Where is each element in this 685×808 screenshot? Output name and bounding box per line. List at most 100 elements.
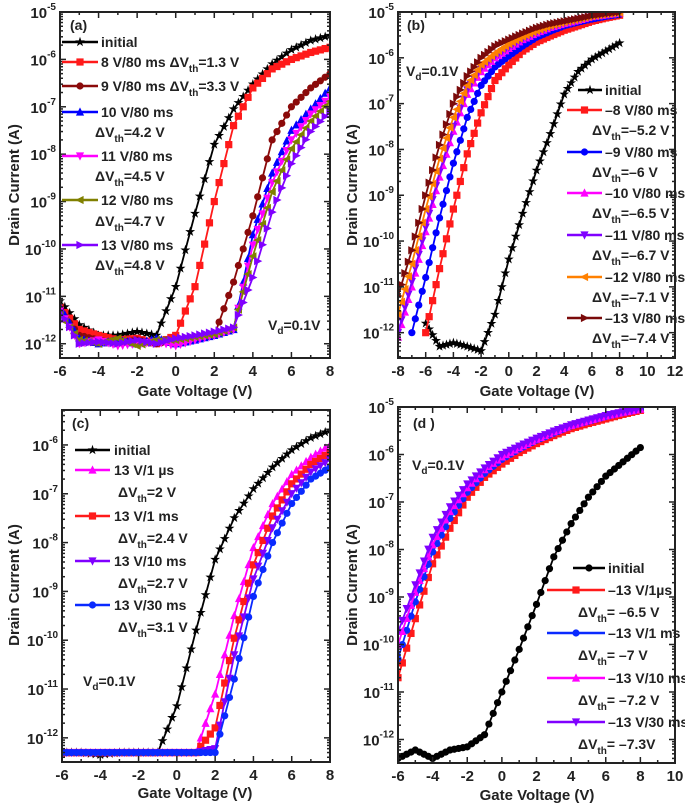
interpolated-marker <box>296 114 306 124</box>
interpolated-marker <box>460 164 468 172</box>
legend-label: initial <box>101 34 138 50</box>
data-point-marker <box>229 122 238 130</box>
tick-base: 10 <box>368 495 385 512</box>
delta-v-subscript: th <box>137 494 146 505</box>
interpolated-marker <box>506 667 515 675</box>
interpolated-marker <box>185 226 196 236</box>
interpolated-marker <box>301 473 311 482</box>
interpolated-marker <box>297 93 305 101</box>
x-axis-title: Gate Voltage (V) <box>480 383 595 400</box>
interpolated-marker <box>485 470 493 478</box>
x-axis: -6 -4 -2 0 2 4 6 8 <box>53 12 334 380</box>
data-point-marker <box>446 524 454 532</box>
x-tick-label: -6 <box>391 768 404 785</box>
delta-v-value: =–6 V <box>621 164 659 180</box>
interpolated-marker <box>404 290 413 300</box>
interpolated-marker <box>483 327 493 337</box>
interpolated-marker <box>502 457 510 465</box>
interpolated-marker <box>292 98 300 106</box>
interpolated-marker <box>167 712 178 722</box>
legend-marker <box>75 36 85 47</box>
legend-label: 13 V/30 ms <box>114 597 187 613</box>
interpolated-marker <box>576 63 587 73</box>
interpolated-marker <box>511 451 519 460</box>
interpolated-marker <box>176 681 187 692</box>
interpolated-marker <box>218 121 229 131</box>
interpolated-marker <box>292 475 301 483</box>
delta-v-value: =2.7 V <box>147 575 189 591</box>
interpolated-marker <box>90 330 98 338</box>
interpolated-marker <box>196 330 205 339</box>
delta-v-value: = –6.5 V <box>607 604 660 620</box>
interpolated-marker <box>597 47 608 58</box>
tick-base: 10 <box>363 685 380 702</box>
y-axis-title: Drain Current (A) <box>6 124 23 246</box>
interpolated-marker <box>562 83 573 93</box>
interpolated-marker <box>162 724 173 734</box>
data-point-marker <box>462 81 471 90</box>
legend-label: –13 V/10 ms <box>608 670 685 686</box>
interpolated-marker <box>201 329 210 338</box>
tick-base: 10 <box>32 438 49 455</box>
interpolated-marker <box>403 272 412 281</box>
data-point-marker <box>573 66 583 76</box>
interpolated-marker <box>580 60 590 70</box>
interpolated-marker <box>291 42 302 52</box>
tick-base: 10 <box>363 732 380 749</box>
delta-v-subscript: th <box>114 134 123 145</box>
x-tick-label: -4 <box>447 363 461 380</box>
x-tick-label: 4 <box>249 363 258 380</box>
delta-v-prefix: ΔV <box>170 54 190 70</box>
interpolated-marker <box>535 155 545 166</box>
interpolated-marker <box>441 339 452 349</box>
y-tick-label: 10-10 <box>25 239 57 259</box>
data-point-marker <box>491 76 499 85</box>
series-0 <box>60 30 330 340</box>
interpolated-marker <box>296 438 307 449</box>
interpolated-marker <box>444 338 455 348</box>
interpolated-marker <box>262 467 273 477</box>
interpolated-marker <box>466 76 475 85</box>
legend-marker <box>88 512 97 520</box>
interpolated-marker <box>528 612 536 620</box>
interpolated-marker <box>519 634 528 642</box>
tick-exponent: -11 <box>380 277 394 288</box>
interpolated-marker <box>90 338 99 347</box>
interpolated-marker <box>554 544 562 553</box>
delta-v-prefix: ΔV <box>95 168 115 184</box>
interpolated-marker <box>205 219 214 227</box>
y-tick-label: 10-12 <box>363 729 395 749</box>
data-point-marker <box>503 254 514 264</box>
legend-marker <box>572 586 580 594</box>
y-tick-label: 10-6 <box>368 48 394 68</box>
tick-base: 10 <box>368 542 385 559</box>
interpolated-marker <box>415 218 424 227</box>
interpolated-marker <box>441 133 451 143</box>
interpolated-marker <box>502 448 511 458</box>
interpolated-marker <box>316 462 325 471</box>
interpolated-marker <box>467 140 475 148</box>
tick-base: 10 <box>25 242 42 259</box>
legend-threshold-shift: ΔVth=4.7 V <box>95 213 165 234</box>
interpolated-marker <box>401 269 410 278</box>
interpolated-marker <box>239 298 248 307</box>
interpolated-marker <box>272 457 283 468</box>
delta-v-value: =4.2 V <box>124 124 166 140</box>
interpolated-marker <box>66 323 75 332</box>
legend-label: 12 V/80 ms <box>101 192 174 208</box>
delta-v-prefix: ΔV <box>118 575 138 591</box>
data-point-marker <box>288 480 296 488</box>
interpolated-marker <box>278 119 286 127</box>
data-point-marker <box>287 159 297 168</box>
legend-label: –13 V/80 ms <box>605 310 685 326</box>
interpolated-marker <box>302 465 310 473</box>
interpolated-marker <box>263 194 272 203</box>
legend-label: –12 V/80 ms <box>605 269 685 285</box>
interpolated-marker <box>429 244 437 252</box>
interpolated-marker <box>292 54 300 62</box>
interpolated-marker <box>258 549 268 559</box>
data-point-marker <box>306 104 315 113</box>
data-point-marker <box>249 273 258 282</box>
interpolated-marker <box>297 470 305 478</box>
